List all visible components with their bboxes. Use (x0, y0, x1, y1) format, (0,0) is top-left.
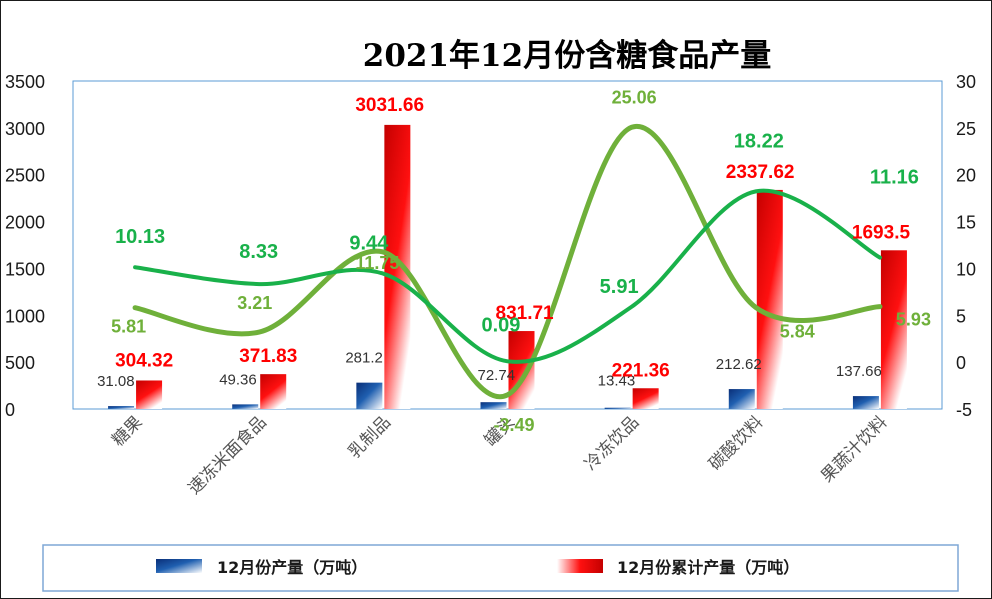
bar-production (356, 382, 383, 409)
category-label: 糖果 (108, 412, 146, 450)
data-label-cumulative: 1693.5 (852, 222, 911, 243)
bar-production (108, 406, 135, 409)
line-series (132, 124, 883, 400)
data-label-line-b: 5.93 (896, 310, 931, 330)
category-label: 果蔬汁饮料 (817, 412, 891, 486)
data-label-production: 31.08 (97, 373, 135, 390)
line-series-a (133, 188, 882, 364)
data-label-line-a: 11.16 (870, 167, 919, 189)
data-label-line-a: 8.33 (239, 241, 278, 263)
left-tick-label: 1000 (5, 306, 45, 326)
line-series-b (132, 124, 883, 400)
data-label-line-a: 18.22 (734, 130, 784, 152)
right-tick-label: 30 (956, 72, 976, 92)
right-axis: -5 0 5 10 15 20 25 30 (956, 72, 976, 420)
data-label-line-b: 5.84 (780, 321, 815, 341)
data-label-line-a: 0.09 (482, 314, 521, 336)
left-axis: 0 500 1000 1500 2000 2500 3000 3500 (5, 72, 45, 420)
legend-swatch-production (156, 559, 202, 573)
bar-production (480, 402, 507, 409)
data-label-cumulative: 221.36 (612, 360, 670, 381)
chart-title: 2021年12月份含糖食品产量 (363, 38, 771, 74)
data-label-production: 72.74 (478, 367, 516, 384)
data-label-line-b: 5.81 (111, 317, 146, 337)
left-tick-label: 3000 (5, 119, 45, 139)
bar-series (108, 124, 907, 410)
data-label-line-b: 11.75 (355, 253, 399, 273)
right-tick-label: 20 (956, 166, 976, 186)
data-label-line-a: 9.44 (349, 233, 389, 255)
data-label-production: 13.43 (598, 373, 636, 390)
data-label-production: 137.66 (836, 363, 882, 380)
data-label-line-a: 10.13 (115, 226, 165, 248)
plot-area (72, 80, 943, 410)
category-label: 碳酸饮料 (705, 412, 767, 474)
right-tick-label: 5 (956, 306, 966, 326)
data-label-cumulative: 371.83 (239, 346, 297, 367)
bar-cumulative (136, 380, 163, 409)
bar-production (604, 407, 631, 409)
data-label-cumulative: 831.71 (496, 303, 555, 324)
category-label: 冷冻饮品 (581, 412, 643, 474)
bar-production (232, 404, 259, 409)
legend-swatch-cumulative (557, 559, 603, 573)
bar-cumulative (756, 189, 783, 409)
bar-cumulative (880, 250, 907, 409)
left-tick-label: 3500 (5, 72, 45, 92)
data-label-line-b: 25.06 (612, 87, 657, 107)
right-tick-label: 0 (956, 353, 966, 373)
data-label-production: 281.2 (345, 350, 383, 367)
legend-label-cumulative: 12月份累计产量（万吨） (617, 558, 799, 577)
legend-label-production: 12月份产量（万吨） (217, 558, 367, 577)
left-tick-label: 1500 (5, 259, 45, 279)
bar-cumulative (632, 388, 659, 409)
category-label: 速冻米面食品 (184, 412, 270, 498)
data-label-cumulative: 3031.66 (355, 95, 424, 116)
bar-production (852, 396, 879, 409)
right-tick-label: 10 (956, 259, 976, 279)
left-tick-label: 0 (5, 400, 15, 420)
right-tick-label: 15 (956, 213, 976, 233)
bar-cumulative (260, 374, 287, 409)
data-label-line-b: -3.49 (494, 415, 535, 435)
left-tick-label: 500 (5, 353, 35, 373)
legend: 12月份产量（万吨） 12月份累计产量（万吨） (42, 544, 959, 592)
data-label-cumulative: 2337.62 (726, 162, 795, 183)
data-label-line-b: 3.21 (237, 293, 272, 313)
data-labels: 31.08 49.36 281.2 72.74 13.43 212.62 137.66 304… (97, 87, 931, 435)
left-tick-label: 2000 (5, 213, 45, 233)
data-label-production: 49.36 (219, 371, 257, 388)
category-label: 乳制品 (345, 412, 395, 462)
right-tick-label: -5 (956, 400, 972, 420)
bar-production (728, 389, 755, 409)
right-tick-label: 25 (956, 119, 976, 139)
left-tick-label: 2500 (5, 166, 45, 186)
data-label-cumulative: 304.32 (115, 350, 173, 371)
data-label-production: 212.62 (716, 356, 762, 373)
data-label-line-a: 5.91 (600, 276, 639, 298)
